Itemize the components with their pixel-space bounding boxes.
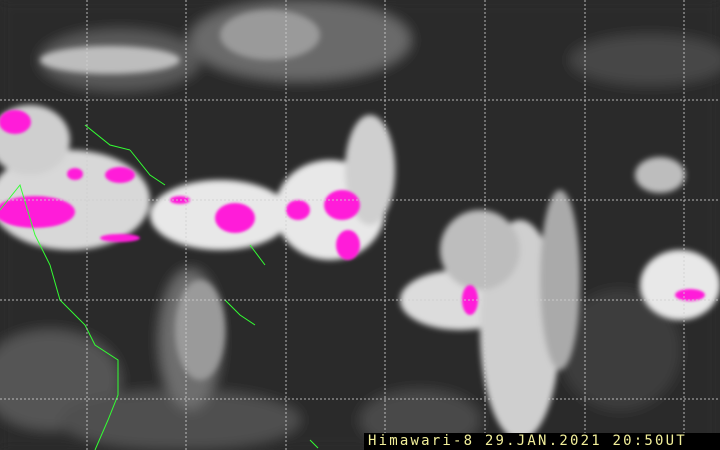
deep-convection-cells bbox=[0, 110, 705, 315]
cloud-bands bbox=[0, 10, 720, 440]
image-caption: Himawari-8 29.JAN.2021 20:50UT bbox=[364, 433, 720, 450]
coastlines bbox=[0, 124, 319, 450]
